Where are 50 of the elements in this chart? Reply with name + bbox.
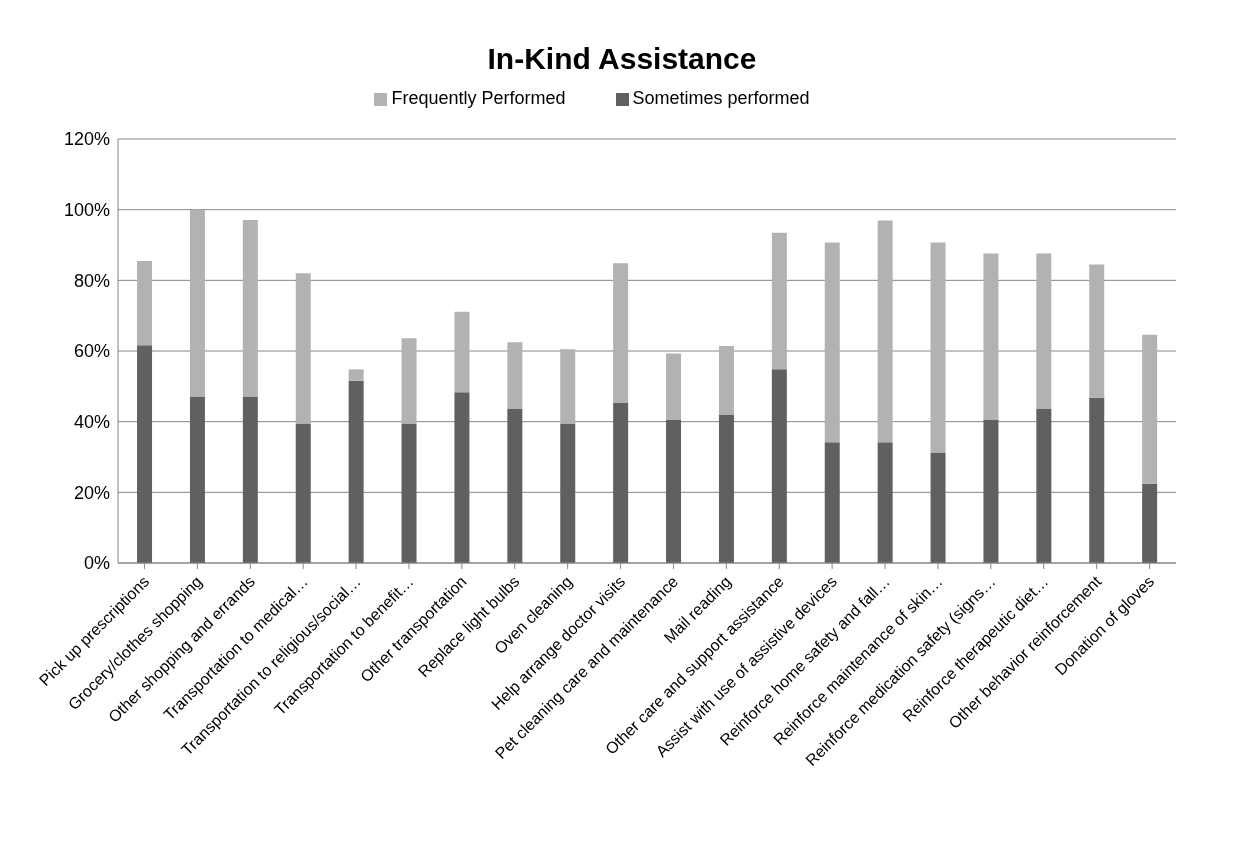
bar — [295, 273, 311, 424]
bar — [348, 369, 364, 381]
y-tick-label: 40% — [73, 412, 110, 433]
bar — [1089, 264, 1105, 398]
bar — [718, 346, 734, 415]
bar — [1142, 483, 1158, 563]
bar — [877, 442, 893, 563]
bar — [507, 342, 523, 409]
bar — [560, 423, 576, 563]
bar — [189, 209, 205, 397]
bar — [666, 353, 682, 420]
bar — [401, 423, 417, 563]
bar — [666, 419, 682, 563]
y-tick-label: 100% — [63, 200, 110, 221]
y-tick-label: 0% — [83, 553, 110, 574]
bar — [295, 423, 311, 563]
bar — [771, 369, 787, 563]
bar — [507, 408, 523, 563]
bar — [454, 311, 470, 393]
bar — [1036, 253, 1052, 409]
bar — [401, 338, 417, 424]
bar — [137, 345, 153, 563]
bar — [242, 219, 258, 397]
bar — [1036, 408, 1052, 563]
bar — [348, 380, 364, 563]
bar — [877, 220, 893, 443]
bar — [930, 453, 946, 563]
y-tick-label: 120% — [63, 129, 110, 150]
bar — [613, 263, 629, 403]
bar — [613, 402, 629, 563]
bar — [454, 392, 470, 563]
y-tick-label: 20% — [73, 482, 110, 503]
bar — [242, 396, 258, 563]
bar — [983, 253, 999, 420]
bar — [983, 419, 999, 563]
legend-label: Sometimes performed — [632, 88, 810, 108]
bar — [930, 242, 946, 454]
bar — [771, 232, 787, 370]
chart-title: In-Kind Assistance — [486, 41, 758, 77]
bar — [718, 414, 734, 563]
bar — [560, 349, 576, 424]
legend-label: Frequently Performed — [391, 88, 566, 108]
bar — [189, 396, 205, 563]
bar — [137, 260, 153, 346]
bar — [824, 442, 840, 563]
bar — [1142, 334, 1158, 484]
bar — [824, 242, 840, 443]
y-tick-label: 80% — [73, 270, 110, 291]
y-tick-label: 60% — [73, 341, 110, 362]
bar — [1089, 397, 1105, 563]
